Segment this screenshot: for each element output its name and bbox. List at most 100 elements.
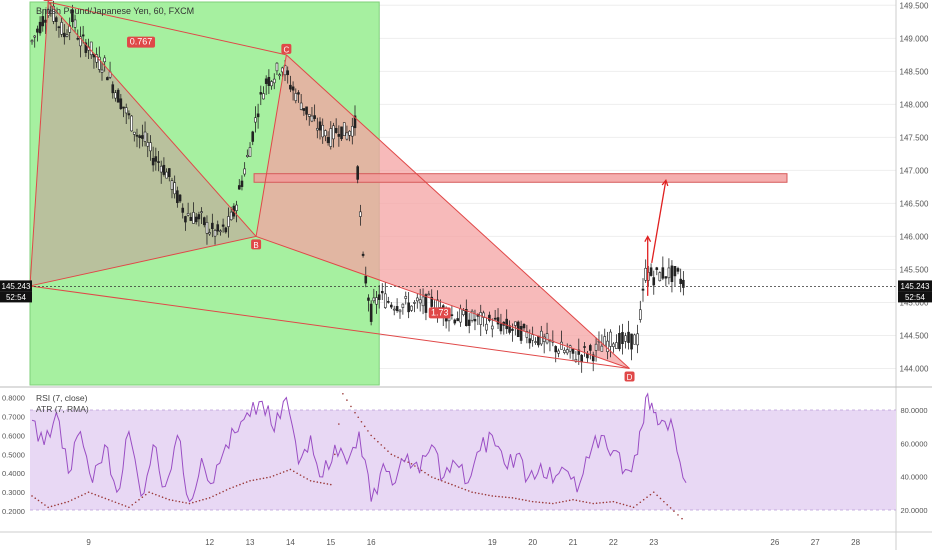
- pattern-leg: [48, 1, 287, 56]
- candle-body: [103, 57, 106, 63]
- candle-body: [202, 217, 206, 226]
- atr-dot: [673, 510, 675, 512]
- candle-body: [208, 232, 211, 235]
- candle-body: [138, 135, 141, 139]
- arrow-head: [644, 235, 652, 242]
- candle-body: [332, 125, 335, 140]
- atr-dot: [605, 501, 608, 504]
- atr-dot: [329, 483, 332, 486]
- atr-dot: [528, 500, 531, 502]
- candle-body: [146, 142, 150, 147]
- candle-body: [609, 331, 612, 347]
- date-tick-label: 15: [326, 538, 335, 547]
- atr-dot: [642, 498, 645, 501]
- candle-body: [603, 336, 607, 346]
- candle-body: [44, 19, 47, 23]
- atr-dot: [111, 500, 113, 502]
- point-label-bg: [43, 0, 53, 1]
- candle-body: [364, 275, 368, 284]
- current-price-right: 145.243: [901, 282, 930, 291]
- candle-body: [262, 93, 265, 100]
- atr-dot: [44, 504, 46, 506]
- candle-body: [600, 345, 604, 352]
- price-tick-label: 148.500: [900, 67, 929, 76]
- atr-dot: [357, 416, 360, 419]
- atr-tick-label: 60.0000: [900, 439, 927, 448]
- candle-body: [313, 115, 316, 119]
- atr-dot: [582, 500, 584, 503]
- atr-dot: [198, 499, 201, 502]
- atr-dot: [235, 485, 238, 487]
- candle-body: [407, 302, 410, 313]
- candle-body: [664, 276, 668, 279]
- candle-body: [270, 81, 273, 87]
- atr-dot: [541, 501, 544, 504]
- candle-body: [367, 297, 370, 301]
- date-tick-label: 28: [851, 538, 860, 547]
- atr-dot: [292, 470, 295, 473]
- candle-body: [577, 349, 581, 355]
- atr-dot: [114, 501, 117, 504]
- atr-dot: [518, 498, 520, 500]
- candle-body: [525, 331, 529, 338]
- atr-dot: [390, 453, 393, 456]
- candle-body: [496, 317, 500, 325]
- atr-dot: [37, 499, 40, 502]
- atr-dot: [629, 505, 632, 508]
- atr-dot: [464, 488, 467, 491]
- atr-dot: [535, 501, 537, 503]
- atr-dot: [245, 481, 248, 483]
- atr-dot: [138, 498, 140, 501]
- atr-dot: [410, 462, 413, 465]
- candle-body: [321, 124, 325, 138]
- atr-dot: [91, 492, 93, 495]
- ratio-label-bd-text: 1.73: [431, 307, 449, 317]
- atr-dot: [67, 500, 70, 503]
- atr-dot: [151, 492, 154, 495]
- candle-body: [63, 32, 66, 38]
- candle-body: [467, 319, 471, 326]
- atr-dot: [225, 489, 228, 491]
- atr-dot: [393, 455, 396, 457]
- atr-dot: [508, 496, 510, 499]
- atr-dot: [646, 496, 648, 499]
- candle-body: [380, 291, 384, 294]
- atr-dot: [622, 503, 625, 506]
- atr-dot: [165, 497, 167, 500]
- atr-dot: [319, 481, 322, 484]
- date-tick-label: 26: [770, 538, 779, 547]
- candle-body: [594, 343, 598, 351]
- candlestick-series: [30, 0, 685, 373]
- indicator-left-ticks: 0.8000 0.7000 0.6000 0.5000 0.4000 0.3000 0.20…: [2, 394, 25, 517]
- date-tick-label: 13: [246, 538, 255, 547]
- candle-body: [235, 204, 238, 211]
- candle-body: [221, 224, 225, 227]
- candle-body: [557, 350, 560, 354]
- atr-dot: [548, 502, 551, 504]
- candle-body: [334, 127, 338, 133]
- candle-body: [351, 125, 354, 137]
- candle-body: [200, 211, 203, 214]
- atr-dot: [155, 493, 157, 496]
- candle-body: [639, 309, 642, 320]
- candle-body: [488, 314, 491, 321]
- atr-dot: [118, 502, 120, 505]
- atr-dot: [181, 501, 184, 504]
- atr-dot: [354, 411, 356, 414]
- candle-body: [387, 301, 390, 303]
- atr-dot: [70, 499, 73, 501]
- candle-body: [670, 265, 674, 282]
- symbol-title: British Pound/Japanese Yen, 60, FXCM: [36, 6, 194, 16]
- atr-dot: [367, 430, 369, 432]
- price-tick-label: 149.000: [900, 34, 929, 43]
- candle-body: [565, 349, 569, 354]
- countdown-tag-left: 52:54: [0, 291, 32, 303]
- candle-body: [272, 78, 276, 84]
- countdown-tag-right: 52:54: [898, 291, 932, 303]
- atr-dot: [346, 399, 348, 401]
- candle-body: [49, 10, 53, 14]
- atr-dot: [148, 491, 150, 493]
- current-price-left: 145.243: [2, 282, 31, 291]
- atr-dot: [175, 500, 177, 502]
